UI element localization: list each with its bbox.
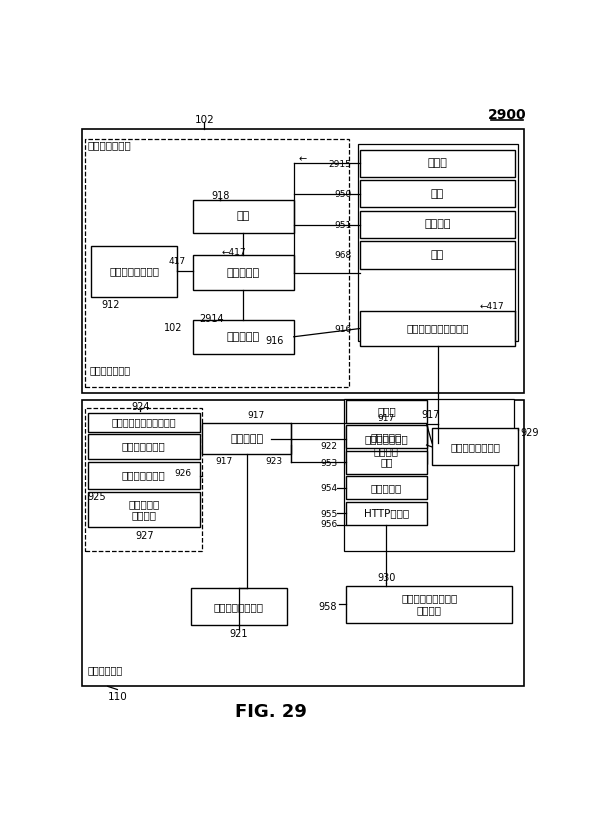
Text: オーラルピース
コネクタ: オーラルピース コネクタ [365, 434, 408, 456]
Text: 922: 922 [320, 442, 337, 451]
Text: HTTPサーバ: HTTPサーバ [364, 508, 409, 519]
Text: 入力／出力
制御装置: 入力／出力 制御装置 [128, 499, 160, 520]
Text: 向き測定デバイス: 向き測定デバイス [109, 266, 160, 276]
Text: ストリーマ: ストリーマ [371, 432, 402, 442]
Text: 950: 950 [334, 190, 352, 199]
Text: 2915: 2915 [329, 160, 352, 169]
Text: 929: 929 [520, 428, 538, 437]
Text: 958: 958 [319, 602, 337, 612]
Bar [82, 399, 524, 686]
Text: 917: 917 [247, 411, 264, 420]
Text: ベースステーション
コネクタ: ベースステーション コネクタ [401, 594, 457, 615]
Text: メモリ: メモリ [377, 406, 396, 416]
Bar [87, 433, 200, 459]
Text: 918: 918 [211, 191, 230, 201]
Bar [191, 588, 287, 625]
Bar [346, 476, 427, 500]
Text: 955: 955 [320, 510, 337, 519]
Text: 924: 924 [131, 403, 150, 413]
Bar [360, 241, 515, 269]
Bar [360, 180, 515, 208]
Bar [87, 462, 200, 489]
Text: プロセッサ: プロセッサ [227, 268, 260, 278]
Text: 向き: 向き [431, 250, 444, 260]
Bar [87, 413, 200, 432]
Text: 912: 912 [102, 300, 120, 310]
Text: 930: 930 [377, 573, 395, 583]
Text: 電力サブシステム: 電力サブシステム [214, 602, 264, 612]
Text: プロセッサ: プロセッサ [230, 433, 264, 443]
Text: ハンドピースコネクタ: ハンドピースコネクタ [406, 323, 469, 333]
Text: メモリ: メモリ [428, 158, 447, 168]
Bar [91, 246, 177, 297]
Bar [432, 428, 518, 466]
Text: 916: 916 [265, 337, 284, 347]
Text: ←: ← [298, 155, 306, 165]
Text: 916: 916 [334, 325, 352, 334]
Text: 951: 951 [334, 221, 352, 230]
Text: 417: 417 [169, 257, 186, 266]
Bar [360, 150, 515, 177]
Bar [202, 423, 291, 454]
Text: 2900: 2900 [488, 108, 526, 122]
Text: ハンドピース: ハンドピース [87, 665, 123, 675]
Bar [87, 492, 200, 527]
Bar [346, 586, 512, 623]
Text: 923: 923 [265, 457, 282, 466]
Bar [193, 320, 294, 354]
Bar [85, 139, 349, 387]
Bar [358, 144, 518, 342]
Text: 925: 925 [87, 492, 106, 502]
Text: 通信サブシステム: 通信サブシステム [450, 442, 500, 452]
Text: FIG. 29: FIG. 29 [235, 703, 307, 721]
Text: ←417: ←417 [480, 302, 504, 311]
Text: スマートミラー: スマートミラー [87, 141, 131, 151]
Text: 電力モニタ: 電力モニタ [371, 483, 402, 493]
Bar [346, 502, 427, 524]
Text: ←417: ←417 [222, 247, 246, 256]
Text: 968: 968 [334, 251, 352, 261]
Text: ユーザインターフェース: ユーザインターフェース [112, 417, 176, 427]
Bar [360, 311, 515, 346]
Bar [344, 399, 514, 552]
Bar [346, 425, 427, 448]
Bar [346, 426, 427, 464]
Text: 926: 926 [174, 469, 191, 477]
Text: オーディオ入力: オーディオ入力 [122, 442, 165, 452]
Text: 927: 927 [135, 531, 154, 541]
Text: 画像センサ: 画像センサ [227, 332, 260, 342]
Text: 識別: 識別 [380, 457, 393, 467]
Text: 照明: 照明 [431, 189, 444, 198]
Text: オーディオ出力: オーディオ出力 [122, 471, 165, 480]
Bar [85, 408, 202, 552]
Text: 110: 110 [108, 691, 127, 701]
Bar [193, 200, 294, 233]
Text: 2914: 2914 [199, 314, 223, 324]
Text: 光源: 光源 [237, 212, 250, 222]
Text: 917: 917 [378, 414, 395, 423]
Text: 917: 917 [421, 410, 440, 420]
Text: 102: 102 [194, 115, 215, 125]
Text: 102: 102 [164, 323, 182, 333]
Bar [193, 256, 294, 290]
Bar [360, 211, 515, 238]
Bar [346, 451, 427, 474]
Text: 921: 921 [229, 629, 248, 639]
Bar [82, 129, 524, 394]
Text: 画像制御: 画像制御 [424, 219, 451, 229]
Text: オーラルピース: オーラルピース [90, 366, 131, 375]
Text: 917: 917 [215, 457, 232, 466]
Text: 956: 956 [320, 520, 337, 529]
Text: 954: 954 [320, 485, 337, 494]
Text: 953: 953 [320, 459, 337, 468]
Bar [346, 399, 427, 423]
